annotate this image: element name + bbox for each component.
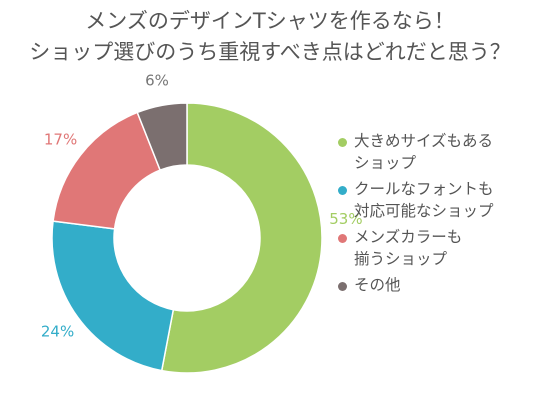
legend-swatch (338, 282, 347, 291)
chart-title-line-2: ショップ選びのうち重視すべき点はどれだと思う？ (29, 40, 511, 64)
chart-legend: 大きめサイズもある ショップ クールなフォントも 対応可能なショップ メンズカラ… (338, 130, 533, 300)
legend-item-large-sizes: 大きめサイズもある ショップ (338, 130, 533, 174)
chart-title-line-1: メンズのデザインTシャツを作るなら！ (85, 9, 455, 33)
legend-swatch (338, 186, 347, 195)
legend-label-line-1: その他 (354, 276, 401, 294)
slice-other (136, 102, 188, 172)
data-label-large-sizes: 53% (329, 210, 362, 228)
legend-label-line-2: 対応可能なショップ (354, 202, 494, 220)
data-label-other: 6% (145, 71, 169, 89)
legend-swatch (338, 234, 347, 243)
chart-title: メンズのデザインTシャツを作るなら！ ショップ選びのうち重視すべき点はどれだと思… (0, 6, 540, 68)
donut-slices (51, 102, 323, 374)
legend-label-line-2: ショップ (354, 154, 417, 172)
data-label-mens-colors: 17% (44, 130, 77, 148)
legend-item-mens-colors: メンズカラーも 揃うショップ (338, 226, 533, 270)
legend-swatch (338, 138, 347, 147)
legend-label-line-2: 揃うショップ (354, 250, 448, 268)
donut-data-labels: 53% 24% 17% 6% (41, 71, 363, 340)
legend-label-line-1: 大きめサイズもある (354, 132, 494, 150)
slice-cool-fonts (51, 220, 175, 372)
legend-label-line-1: クールなフォントも (354, 180, 494, 198)
legend-label-line-1: メンズカラーも (354, 228, 463, 246)
data-label-cool-fonts: 24% (41, 323, 74, 341)
legend-item-cool-fonts: クールなフォントも 対応可能なショップ (338, 178, 533, 222)
legend-item-other: その他 (338, 274, 533, 296)
slice-large-sizes (160, 102, 323, 374)
